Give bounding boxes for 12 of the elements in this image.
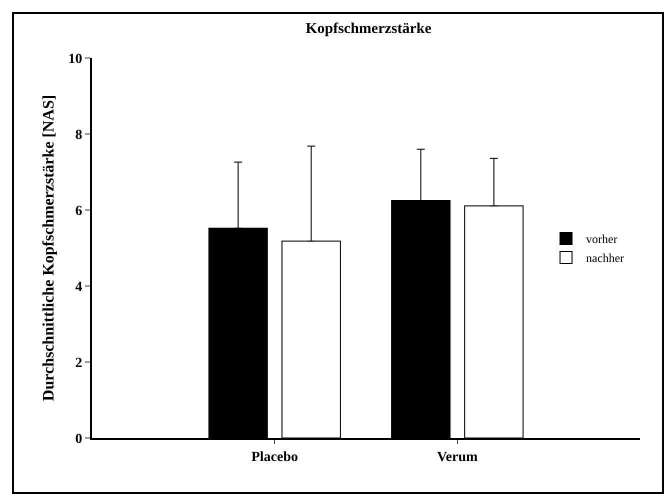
x-tick-label: Placebo <box>251 450 298 465</box>
legend-label: vorher <box>586 232 618 246</box>
y-axis-title: Durchschnittliche Kopfschmerzstärke [NAS] <box>40 94 58 402</box>
y-tick-label: 6 <box>75 204 82 219</box>
y-tick-label: 10 <box>68 52 82 67</box>
y-tick-label: 2 <box>75 356 82 371</box>
x-tick-label: Verum <box>436 450 478 465</box>
y-tick-label: 8 <box>75 128 82 143</box>
y-tick-label: 0 <box>75 432 82 447</box>
y-tick-label: 4 <box>75 280 82 295</box>
legend-label: nachher <box>586 251 624 266</box>
chart-title: Kopfschmerzstärke <box>306 20 432 37</box>
